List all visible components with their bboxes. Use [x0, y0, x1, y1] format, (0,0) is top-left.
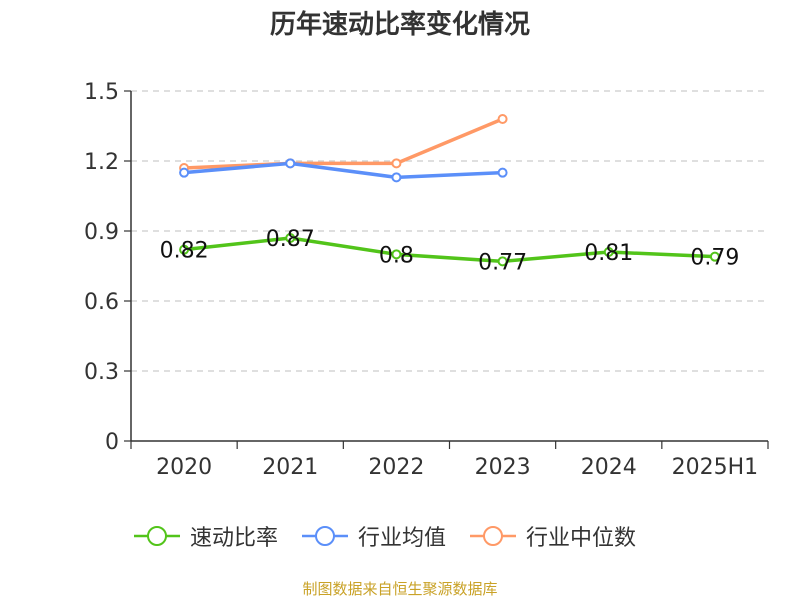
data-label: 0.82 — [160, 239, 209, 264]
series-line — [182, 117, 505, 170]
series-line — [182, 236, 717, 264]
x-tick-label: 2025H1 — [672, 455, 759, 480]
data-point — [603, 247, 614, 257]
x-tick-label: 2022 — [368, 455, 424, 480]
x-tick-label: 2024 — [581, 455, 637, 480]
y-tick-label: 0 — [105, 430, 119, 455]
y-tick-label: 0.9 — [84, 220, 119, 245]
data-point — [391, 172, 402, 183]
data-point — [497, 167, 508, 178]
chart-title: 历年速动比率变化情况 — [269, 10, 530, 40]
legend-line-marker-icon — [302, 526, 349, 546]
data-point — [497, 256, 508, 267]
data-source-note: 制图数据来自恒生聚源数据库 — [302, 580, 498, 598]
legend-label: 行业中位数 — [526, 526, 637, 551]
data-point — [391, 158, 402, 169]
x-tick-label: 2021 — [262, 455, 318, 480]
x-tick-label: 2023 — [475, 455, 531, 480]
x-tick-label: 2020 — [156, 455, 212, 480]
data-point — [179, 244, 190, 255]
legend: 速动比率 行业均值 行业中位数 — [132, 520, 636, 552]
legend-item-industry-mean[interactable]: 行业均值 — [300, 520, 446, 552]
data-label: 0.8 — [379, 243, 414, 268]
data-point — [497, 114, 508, 124]
data-point — [179, 167, 190, 178]
data-point — [709, 251, 720, 262]
legend-label: 速动比率 — [190, 526, 279, 551]
data-label: 0.81 — [584, 241, 633, 266]
legend-line-marker-icon — [470, 526, 517, 546]
y-tick-label: 0.6 — [84, 290, 119, 315]
legend-line-marker-icon — [134, 526, 180, 546]
legend-item-quick-ratio[interactable]: 速动比率 — [132, 520, 278, 552]
data-point — [285, 233, 296, 243]
series-line — [182, 161, 505, 180]
legend-item-industry-median[interactable]: 行业中位数 — [468, 520, 636, 552]
data-label: 0.79 — [690, 246, 739, 271]
y-tick-label: 1.2 — [84, 150, 119, 175]
data-point — [391, 249, 402, 260]
data-label: 0.77 — [478, 250, 527, 275]
y-tick-label: 1.5 — [84, 80, 119, 105]
data-point — [285, 158, 296, 169]
y-tick-label: 0.3 — [84, 360, 119, 385]
data-label: 0.87 — [266, 227, 315, 252]
legend-label: 行业均值 — [358, 526, 447, 551]
